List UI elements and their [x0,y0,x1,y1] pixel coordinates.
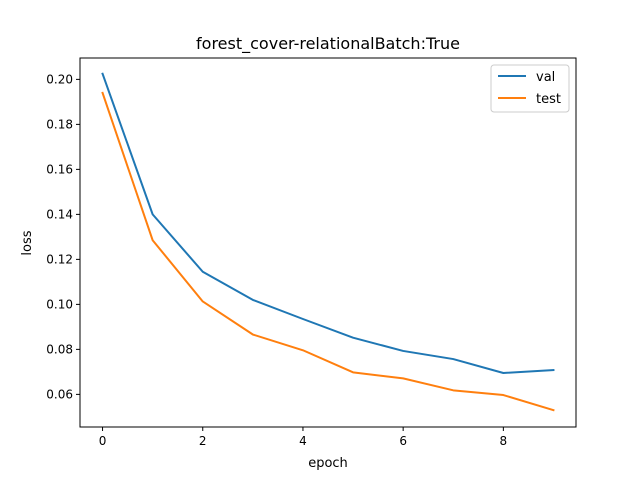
legend-label-val: val [536,70,555,85]
series-line-val [101,72,555,374]
x-axis-ticks: 0 2 4 6 8 [99,427,507,448]
series-layer [101,72,555,412]
y-tick-label: 0.12 [46,252,73,266]
plot-area: 0 2 4 6 8 0.06 0.08 0.10 0.12 0.14 0.16 0.18 0.20 [46,57,577,448]
chart-title: forest_cover-relationalBatch:True [196,34,460,54]
y-tick-label: 0.08 [46,342,73,356]
axes-frame [79,57,577,428]
x-tick-label: 8 [500,434,508,448]
legend: val test [490,64,570,113]
y-tick-label: 0.10 [46,297,73,311]
legend-label-test: test [536,92,561,107]
x-tick-label: 6 [399,434,407,448]
y-tick-label: 0.20 [46,72,73,86]
y-axis-ticks: 0.06 0.08 0.10 0.12 0.14 0.16 0.18 0.20 [46,72,80,401]
x-tick-label: 0 [99,434,107,448]
series-line-test [101,91,555,412]
y-axis-label: loss [20,230,35,255]
y-tick-label: 0.14 [46,207,73,221]
x-tick-label: 4 [299,434,307,448]
y-tick-label: 0.06 [46,387,73,401]
y-tick-label: 0.18 [46,117,73,131]
y-tick-label: 0.16 [46,162,73,176]
x-tick-label: 2 [199,434,207,448]
x-axis-label: epoch [308,456,348,471]
